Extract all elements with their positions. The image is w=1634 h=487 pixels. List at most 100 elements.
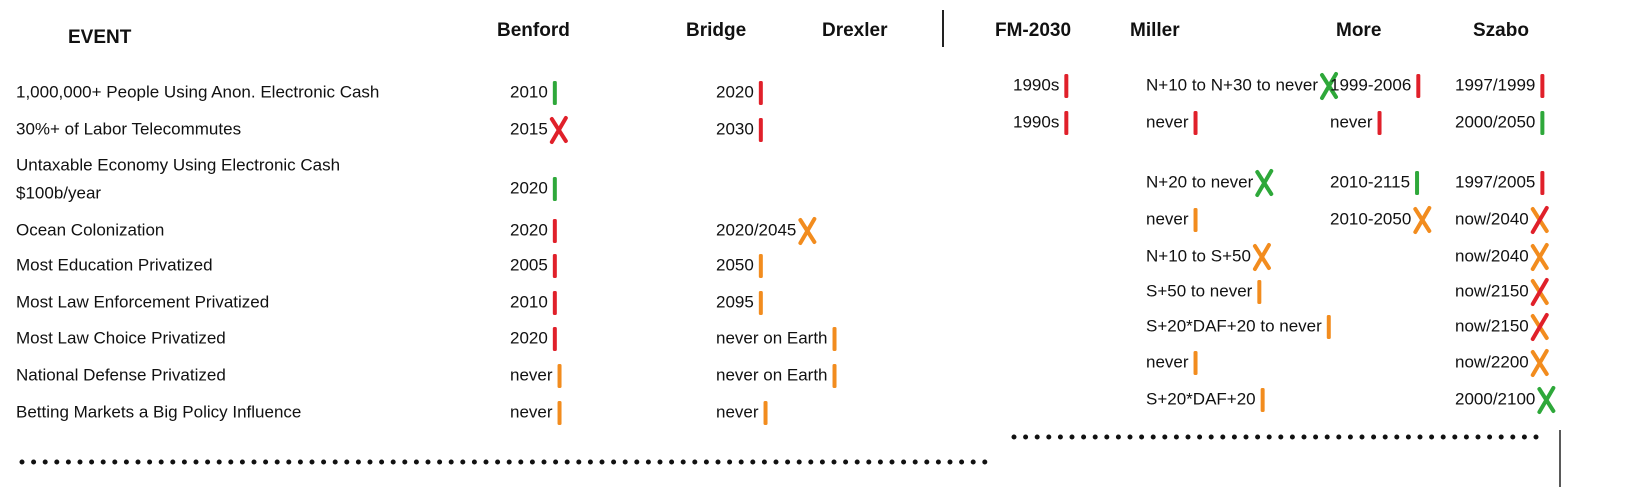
prediction: never <box>1146 352 1189 371</box>
prediction: 2020 <box>510 220 548 239</box>
event-label: Ocean Colonization <box>16 220 164 239</box>
tick-bar <box>552 254 557 278</box>
tick-bar <box>1540 74 1545 98</box>
tick-bar <box>1415 171 1420 195</box>
tick-bar <box>1193 351 1198 375</box>
column-header: Benford <box>497 20 570 41</box>
tick-bar <box>552 81 557 105</box>
prediction: now/2150 <box>1455 281 1529 300</box>
tick-bar <box>552 177 557 201</box>
x-mark <box>1413 206 1432 234</box>
prediction: 1999-2006 <box>1330 75 1411 94</box>
x-mark <box>1530 278 1549 306</box>
x-mark <box>1530 313 1549 341</box>
tick-bar <box>758 118 763 142</box>
prediction: N+10 to S+50 <box>1146 246 1251 265</box>
x-mark <box>798 217 817 245</box>
tick-bar <box>1326 315 1331 339</box>
prediction: 2010-2050 <box>1330 209 1411 228</box>
event-label: 1,000,000+ People Using Anon. Electronic… <box>16 82 379 101</box>
x-mark <box>549 116 568 144</box>
prediction: S+20*DAF+20 to never <box>1146 316 1322 335</box>
prediction: 2000/2100 <box>1455 389 1535 408</box>
tick-bar <box>1540 171 1545 195</box>
tick-bar <box>832 364 837 388</box>
prediction: 2020 <box>510 328 548 347</box>
prediction: 2050 <box>716 255 754 274</box>
prediction: never <box>510 402 553 421</box>
prediction: never <box>716 402 759 421</box>
prediction: S+20*DAF+20 <box>1146 389 1256 408</box>
prediction: now/2040 <box>1455 209 1529 228</box>
x-mark <box>1537 386 1556 414</box>
prediction: never <box>510 365 553 384</box>
event-label: National Defense Privatized <box>16 365 226 384</box>
prediction: now/2150 <box>1455 316 1529 335</box>
tick-bar <box>557 401 562 425</box>
tick-bar <box>758 254 763 278</box>
column-header: More <box>1336 20 1381 41</box>
x-mark <box>1255 169 1274 197</box>
event-label: Betting Markets a Big Policy Influence <box>16 402 301 421</box>
prediction: 1990s <box>1013 75 1059 94</box>
tick-bar <box>832 327 837 351</box>
prediction: 2030 <box>716 119 754 138</box>
prediction: 2015 <box>510 119 548 138</box>
prediction: 2010-2115 <box>1330 172 1410 191</box>
prediction: never <box>1146 112 1189 131</box>
prediction: 2020 <box>510 178 548 197</box>
event-label: Untaxable Economy Using Electronic Cash <box>16 155 340 174</box>
prediction: 1997/2005 <box>1455 172 1535 191</box>
prediction: 2000/2050 <box>1455 112 1535 131</box>
tick-bar <box>1193 208 1198 232</box>
prediction: 1990s <box>1013 112 1059 131</box>
column-header: FM-2030 <box>995 20 1071 41</box>
tick-bar <box>1377 111 1382 135</box>
tick-bar <box>1064 74 1069 98</box>
event-label: Most Education Privatized <box>16 255 213 274</box>
x-mark <box>1530 206 1549 234</box>
column-header: Miller <box>1130 20 1180 41</box>
x-mark <box>1530 349 1549 377</box>
prediction: never on Earth <box>716 365 828 384</box>
prediction: S+50 to never <box>1146 281 1253 300</box>
tick-bar <box>1540 111 1545 135</box>
x-mark <box>1252 243 1271 271</box>
prediction: 2010 <box>510 292 548 311</box>
prediction: never on Earth <box>716 328 828 347</box>
x-mark <box>1530 243 1549 271</box>
event-label: Most Law Choice Privatized <box>16 328 226 347</box>
tick-bar <box>557 364 562 388</box>
event-label: Most Law Enforcement Privatized <box>16 292 269 311</box>
column-header: Szabo <box>1473 20 1529 41</box>
column-header: Drexler <box>822 20 888 41</box>
tick-bar <box>1064 111 1069 135</box>
tick-bar <box>758 81 763 105</box>
prediction: 1997/1999 <box>1455 75 1535 94</box>
prediction: now/2200 <box>1455 352 1529 371</box>
tick-bar <box>763 401 768 425</box>
prediction: never <box>1146 209 1189 228</box>
tick-bar <box>1193 111 1198 135</box>
tick-bar <box>1260 388 1265 412</box>
column-header: Bridge <box>686 20 746 41</box>
prediction: 2020/2045 <box>716 220 796 239</box>
prediction: now/2040 <box>1455 246 1529 265</box>
event-label: 30%+ of Labor Telecommutes <box>16 119 241 138</box>
x-mark <box>1320 72 1339 100</box>
prediction: 2095 <box>716 292 754 311</box>
prediction: N+10 to N+30 to never <box>1146 75 1318 94</box>
prediction: 2010 <box>510 82 548 101</box>
event-label: $100b/year <box>16 183 101 202</box>
prediction: never <box>1330 112 1373 131</box>
prediction: 2005 <box>510 255 548 274</box>
prediction: 2020 <box>716 82 754 101</box>
tick-bar <box>1416 74 1421 98</box>
tick-bar <box>552 219 557 243</box>
tick-bar <box>758 291 763 315</box>
column-header: EVENT <box>68 27 132 48</box>
tick-bar <box>552 327 557 351</box>
prediction: N+20 to never <box>1146 172 1254 191</box>
tick-bar <box>552 291 557 315</box>
